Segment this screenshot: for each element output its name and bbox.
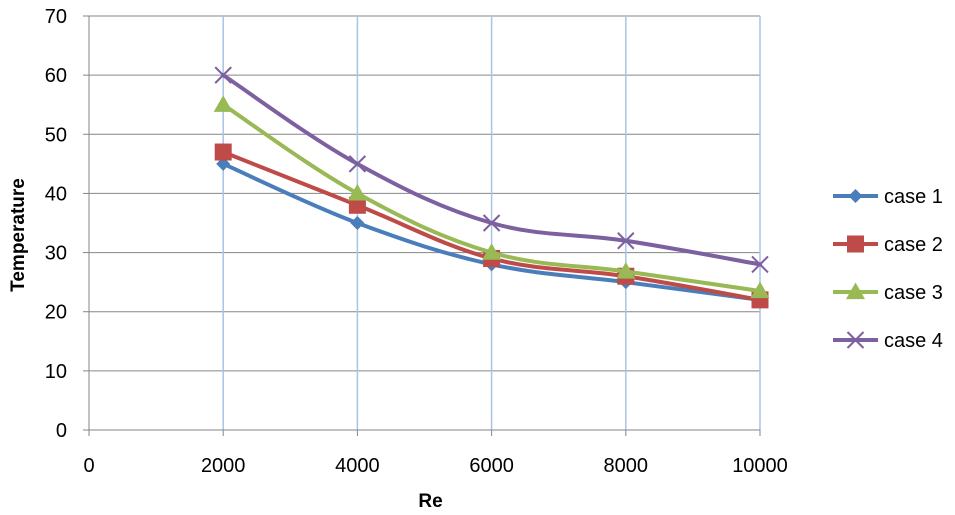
y-tick-label: 0 <box>56 420 67 442</box>
y-tick-label: 40 <box>45 183 67 205</box>
marker-stroke <box>846 331 865 349</box>
marker-stroke <box>214 66 232 84</box>
legend-item-case-3: case 3 <box>833 282 943 304</box>
series-case-4 <box>214 66 769 274</box>
data-point <box>750 281 770 299</box>
y-tick-label: 60 <box>45 65 67 87</box>
data-point <box>348 196 366 214</box>
legend-marker <box>847 235 864 253</box>
data-point <box>616 261 636 279</box>
legend-item-case-2: case 2 <box>833 234 943 256</box>
legend-marker <box>846 331 865 349</box>
x-tick-label: 4000 <box>335 455 380 477</box>
data-point <box>347 183 367 201</box>
y-tick-label: 70 <box>45 6 67 28</box>
data-point <box>214 143 232 161</box>
marker-stroke <box>617 232 635 250</box>
legend-label: case 4 <box>884 330 943 352</box>
data-point <box>348 155 367 173</box>
y-axis-title: Temperature <box>8 178 29 292</box>
y-tick-label: 30 <box>45 243 67 265</box>
data-point <box>350 216 365 230</box>
legend-item-case-1: case 1 <box>833 186 943 208</box>
legend-item-case-4: case 4 <box>833 330 943 352</box>
axes: 0 10 20 30 40 50 60 70 0 2000 4000 6000 8000 10000 <box>45 6 788 477</box>
legend-marker <box>846 282 865 300</box>
marker-stroke <box>482 214 501 232</box>
legend-label: case 2 <box>884 234 943 256</box>
data-point <box>751 255 769 274</box>
marker-stroke <box>751 255 769 274</box>
y-tick-label: 10 <box>45 361 67 383</box>
data-point <box>214 66 232 84</box>
data-point <box>213 95 233 112</box>
data-point <box>482 243 502 260</box>
y-tick-label: 50 <box>45 124 67 146</box>
grid <box>89 15 761 430</box>
x-tick-label: 8000 <box>604 455 649 477</box>
series-lines <box>213 66 770 309</box>
legend-label: case 1 <box>884 186 943 208</box>
legend: case 1 case 2 case 3 case 4 <box>833 186 943 352</box>
x-tick-label: 6000 <box>469 455 514 477</box>
data-point <box>617 232 635 250</box>
x-tick-label: 10000 <box>732 455 788 477</box>
data-point <box>482 214 501 232</box>
legend-marker <box>848 189 863 203</box>
marker-stroke <box>348 155 367 173</box>
x-tick-label: 2000 <box>201 455 246 477</box>
series-case-3 <box>213 95 770 299</box>
legend-label: case 3 <box>884 282 943 304</box>
x-tick-label: 0 <box>83 455 94 477</box>
y-tick-label: 20 <box>45 302 67 324</box>
x-axis-title: Re <box>418 491 442 512</box>
